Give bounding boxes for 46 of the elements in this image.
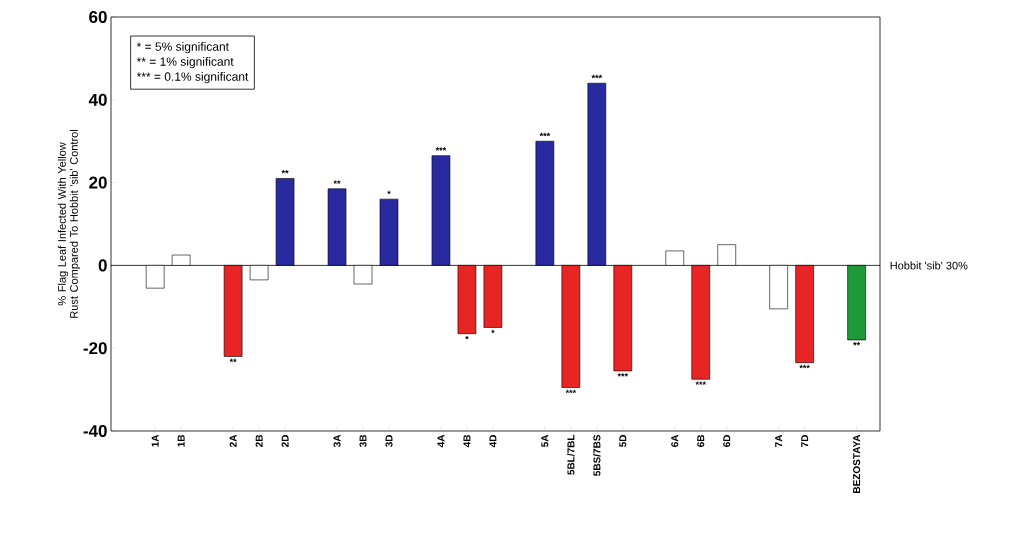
x-tick-label: 7D bbox=[801, 434, 809, 447]
data-label: ** bbox=[333, 180, 341, 184]
y-tick-label: 60 bbox=[89, 10, 107, 24]
data-label: *** bbox=[617, 373, 629, 377]
data-label: ** bbox=[281, 170, 289, 174]
data-label: * bbox=[465, 335, 469, 340]
x-tick-label: 6A bbox=[671, 434, 679, 447]
y-tick-label: 40 bbox=[88, 93, 107, 106]
x-tick-label: 3B bbox=[359, 434, 367, 448]
y-axis-title: % Flag Leaf Infected With Yellow Rust Compared To Hobbit 'sib' Control bbox=[57, 130, 81, 318]
x-tick-label: BEZOSTAYA bbox=[853, 434, 861, 493]
data-label: *** bbox=[591, 74, 603, 79]
x-tick-label: 4D bbox=[489, 434, 497, 448]
x-tick-label: 6D bbox=[723, 434, 731, 447]
y-tick-label: 0 bbox=[98, 259, 107, 272]
x-tick-label: 7A bbox=[775, 434, 783, 447]
y-tick-label: -20 bbox=[83, 342, 107, 355]
data-label: *** bbox=[799, 364, 810, 369]
annotation: ** = 1% significant bbox=[136, 57, 234, 69]
x-tick-label: 5D bbox=[619, 434, 627, 447]
x-tick-label: 2D bbox=[281, 434, 289, 447]
y-tick-label: 20 bbox=[89, 176, 107, 189]
data-label: * bbox=[387, 190, 391, 195]
x-tick-label: 3A bbox=[333, 434, 341, 448]
x-tick-label: 5A bbox=[541, 434, 549, 447]
data-label: *** bbox=[435, 147, 447, 151]
x-tick-label: 5BS/7BS bbox=[593, 434, 601, 476]
annotation: *** = 0.1% significant bbox=[136, 72, 249, 84]
x-tick-label: 1A bbox=[151, 434, 159, 447]
x-tick-label: 2A bbox=[229, 434, 237, 447]
x-tick-label: 5BL/7BL bbox=[567, 434, 575, 475]
data-label: * bbox=[491, 329, 495, 334]
data-label: ** bbox=[853, 342, 861, 346]
x-tick-label: 2B bbox=[255, 434, 263, 447]
x-tick-label: 3D bbox=[385, 434, 393, 448]
data-label: *** bbox=[565, 389, 577, 394]
x-tick-label: 4A bbox=[437, 434, 445, 448]
y-tick-label: -40 bbox=[83, 424, 107, 438]
data-label: ** bbox=[229, 358, 237, 363]
x-tick-label: 1B bbox=[177, 434, 185, 447]
annotation: * = 5% significant bbox=[136, 42, 229, 54]
x-tick-label: 4B bbox=[463, 434, 471, 448]
data-label: *** bbox=[539, 132, 551, 137]
x-tick-label: 6B bbox=[697, 434, 705, 447]
data-label: *** bbox=[695, 381, 706, 385]
ref-line-label: Hobbit 'sib' 30% bbox=[890, 261, 968, 270]
